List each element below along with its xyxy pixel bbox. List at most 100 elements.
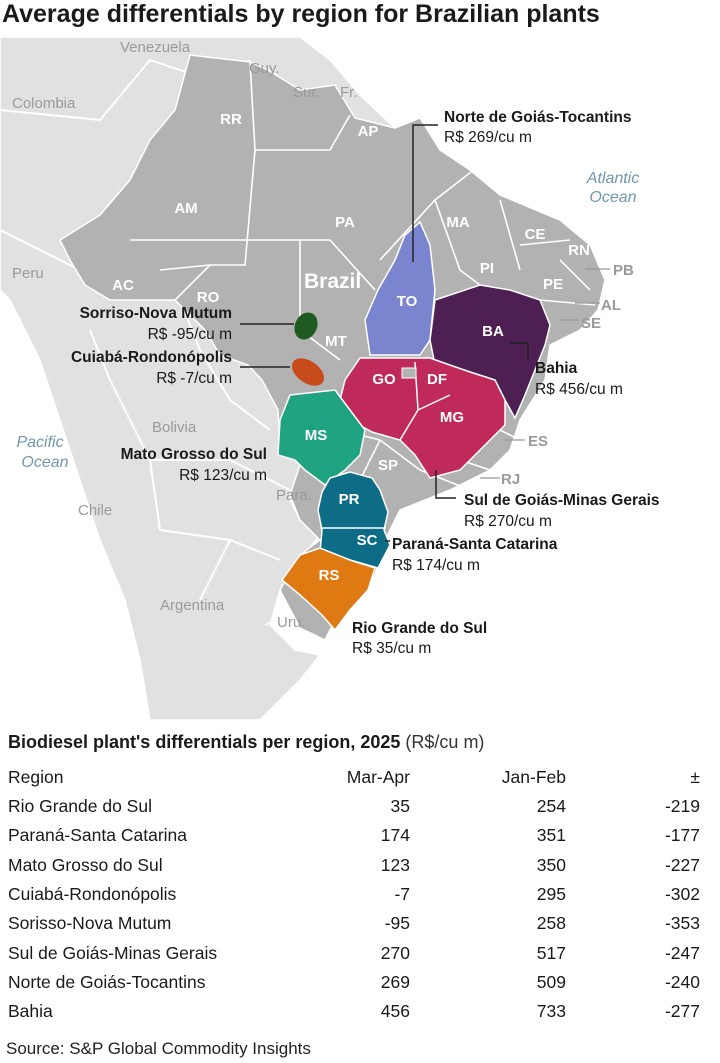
table-row: Sorisso-Nova Mutum -95 258 -353 [8, 909, 700, 938]
callout-value: R$ 456/cu m [535, 381, 623, 398]
table-cell: Mato Grosso do Sul [8, 854, 163, 875]
table-title-text: Biodiesel plant's differentials per regi… [8, 732, 401, 752]
table-cell: 123 [380, 854, 410, 875]
state-label: AC [112, 277, 134, 294]
state-label: RO [197, 289, 220, 306]
state-label: AL [601, 297, 621, 314]
table-cell: 456 [380, 1001, 410, 1022]
table-row: Sul de Goiás-Minas Gerais 270 517 -247 [8, 938, 700, 967]
table-title: Biodiesel plant's differentials per regi… [8, 732, 484, 753]
table-cell: Norte de Goiás-Tocantins [8, 971, 206, 992]
table-cell: Rio Grande do Sul [8, 796, 152, 817]
table-cell: -247 [664, 942, 700, 963]
state-label: PE [543, 276, 563, 293]
country-label: Argentina [160, 597, 225, 614]
state-label: RJ [501, 471, 520, 488]
ocean-label: Ocean [589, 189, 636, 206]
state-label: RN [568, 242, 590, 259]
table-cell: Cuiabá-Rondonópolis [8, 884, 177, 905]
country-label: Bolivia [152, 419, 197, 436]
ocean-label: Atlantic [586, 170, 639, 187]
state-label: SE [581, 315, 601, 332]
region-cuiaba-rondonopolis [291, 358, 325, 386]
column-header: Jan-Feb [501, 767, 566, 787]
country-label: Para. [276, 487, 312, 504]
table-row: Paraná-Santa Catarina 174 351 -177 [8, 821, 700, 850]
callout-value: R$ 123/cu m [179, 467, 267, 484]
state-label: PR [339, 491, 360, 508]
state-label: CE [525, 226, 546, 243]
country-label: Guy. [249, 60, 280, 77]
table-cell: 295 [536, 884, 566, 905]
table-cell: 174 [380, 825, 410, 846]
state-label: AP [358, 123, 379, 140]
table-cell: -353 [664, 913, 700, 934]
region-parana-sc [317, 471, 391, 569]
country-label: Sur. [293, 84, 320, 101]
ocean-label: Pacific [16, 434, 63, 451]
table-cell: -7 [394, 884, 410, 905]
state-label: DF [427, 371, 447, 388]
table-cell: 351 [536, 825, 566, 846]
state-label: GO [372, 371, 396, 388]
callout-name: Mato Grosso do Sul [121, 446, 267, 463]
country-label: Colombia [12, 95, 76, 112]
callout-name: Bahia [535, 360, 578, 377]
table-row: Rio Grande do Sul 35 254 -219 [8, 792, 700, 821]
state-label: PB [613, 262, 634, 279]
state-label: SP [378, 457, 398, 474]
table-cell: -240 [664, 971, 700, 992]
table-cell: -277 [664, 1001, 700, 1022]
state-label: SC [357, 532, 378, 549]
table-cell: 350 [536, 854, 566, 875]
callout-value: R$ -95/cu m [148, 326, 232, 343]
table-row: Mato Grosso do Sul 123 350 -227 [8, 851, 700, 880]
table-cell: -219 [664, 796, 700, 817]
table-header-row: Region Mar-Apr Jan-Feb ± [8, 763, 700, 792]
table-cell: Bahia [8, 1001, 53, 1022]
table-cell: 254 [536, 796, 566, 817]
country-label: Fr. [340, 84, 358, 101]
state-label: MG [440, 409, 464, 426]
table-cell: 517 [536, 942, 566, 963]
table-cell: 509 [536, 971, 566, 992]
state-label: ES [528, 433, 548, 450]
callout-value: R$ -7/cu m [156, 370, 232, 387]
region-tocantins [364, 220, 436, 356]
brazil-label: Brazil [304, 270, 361, 293]
callout-name: Sul de Goiás-Minas Gerais [464, 492, 660, 509]
state-label: PA [335, 214, 355, 231]
state-label: AM [174, 200, 197, 217]
table-row: Norte de Goiás-Tocantins 269 509 -240 [8, 968, 700, 997]
callout-value: R$ 174/cu m [392, 557, 480, 574]
table-cell: -227 [664, 854, 700, 875]
country-label: Chile [78, 502, 112, 519]
table-cell: -177 [664, 825, 700, 846]
callout-name: Rio Grande do Sul [352, 620, 487, 637]
state-label: BA [482, 323, 504, 340]
callout-value: R$ 35/cu m [352, 640, 431, 657]
state-label: MT [325, 333, 347, 350]
brazil-region-map: Venezuela Guy. Sur. Fr. Colombia Peru Bo… [0, 37, 720, 720]
column-header: Mar-Apr [346, 767, 410, 787]
table-row: Bahia 456 733 -277 [8, 997, 700, 1026]
callout-value: R$ 270/cu m [464, 513, 552, 530]
country-label: Peru [12, 265, 44, 282]
differentials-table: Region Mar-Apr Jan-Feb ± Rio Grande do S… [8, 763, 700, 1026]
table-cell: 733 [536, 1001, 566, 1022]
table-cell: 270 [380, 942, 410, 963]
callout-name: Cuiabá-Rondonópolis [71, 349, 232, 366]
region-sorriso-nova-mutum [294, 312, 318, 340]
callout-name: Norte de Goiás-Tocantins [444, 109, 631, 126]
callout-name: Paraná-Santa Catarina [392, 536, 558, 553]
state-label: RS [319, 567, 340, 584]
state-label: RR [220, 111, 242, 128]
page-title: Average differentials by region for Braz… [2, 0, 600, 28]
table-unit: (R$/cu m) [405, 732, 485, 752]
state-label: PI [480, 260, 494, 277]
table-cell: 269 [380, 971, 410, 992]
table-cell: -302 [664, 884, 700, 905]
table-cell: Paraná-Santa Catarina [8, 825, 187, 846]
column-header: Region [8, 767, 64, 787]
table-cell: Sul de Goiás-Minas Gerais [8, 942, 218, 963]
